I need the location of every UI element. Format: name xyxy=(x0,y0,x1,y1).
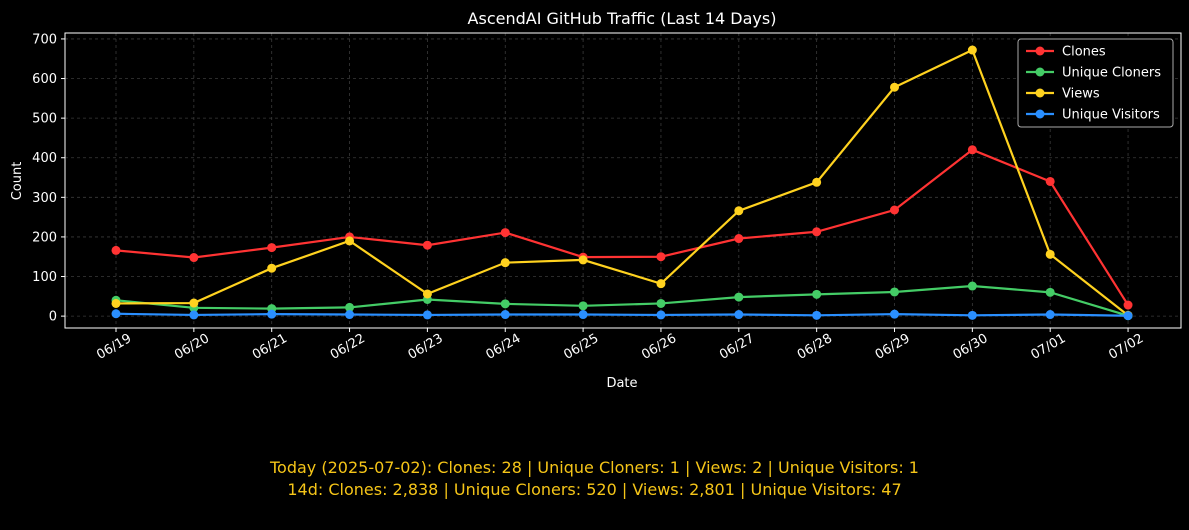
data-point-unique-visitors xyxy=(345,310,355,320)
y-axis-ticks: 0 100 200 300 400 500 600 700 xyxy=(32,32,65,325)
data-point-clones xyxy=(656,252,666,262)
y-tick-label: 0 xyxy=(49,310,57,325)
x-tick-label: 06/26 xyxy=(639,331,679,363)
data-point-unique-visitors xyxy=(734,310,744,320)
data-point-views xyxy=(189,298,199,308)
data-point-clones xyxy=(1045,176,1055,186)
data-point-unique-cloners xyxy=(656,298,666,308)
legend-marker-unique-visitors xyxy=(1035,109,1045,119)
data-point-unique-visitors xyxy=(812,310,822,320)
x-tick-label: 07/02 xyxy=(1106,331,1146,363)
series-views xyxy=(111,45,1133,320)
y-axis-label: Count xyxy=(10,162,25,201)
data-point-clones xyxy=(812,227,822,237)
data-point-views xyxy=(500,258,510,268)
y-tick-label: 300 xyxy=(32,191,57,206)
data-point-views xyxy=(345,236,355,246)
legend-label-unique-visitors: Unique Visitors xyxy=(1062,108,1160,123)
summary-today: Today (2025-07-02): Clones: 28 | Unique … xyxy=(270,458,919,477)
data-point-views xyxy=(422,289,432,299)
y-tick-label: 500 xyxy=(32,112,57,127)
series-line-unique-visitors xyxy=(115,312,1129,317)
data-point-views xyxy=(578,255,588,265)
series-unique-visitors xyxy=(111,309,1133,321)
data-point-unique-visitors xyxy=(890,309,899,319)
data-point-unique-cloners xyxy=(578,301,588,311)
x-tick-label: 06/30 xyxy=(951,331,991,363)
legend-label-clones: Clones xyxy=(1062,45,1106,60)
series-clones xyxy=(111,145,1133,310)
x-tick-label: 06/19 xyxy=(94,331,134,363)
series-line-views xyxy=(115,48,1129,317)
series-unique-cloners xyxy=(111,281,1133,321)
x-axis-label: Date xyxy=(606,376,637,391)
data-point-views xyxy=(967,45,977,55)
data-point-unique-cloners xyxy=(890,287,899,297)
x-tick-label: 06/21 xyxy=(250,331,290,363)
data-point-clones xyxy=(267,243,277,253)
data-point-clones xyxy=(189,253,199,263)
data-point-unique-visitors xyxy=(267,309,277,319)
data-point-unique-visitors xyxy=(1045,310,1055,320)
data-point-views xyxy=(656,279,666,289)
data-point-views xyxy=(812,177,822,187)
y-tick-label: 600 xyxy=(32,72,57,87)
y-tick-label: 400 xyxy=(32,151,57,166)
data-point-clones xyxy=(890,205,899,215)
grid-lines xyxy=(65,33,1181,328)
x-tick-label: 06/20 xyxy=(172,331,212,363)
summary-14d: 14d: Clones: 2,838 | Unique Cloners: 520… xyxy=(287,480,902,499)
legend-label-unique-cloners: Unique Cloners xyxy=(1062,66,1161,81)
legend-box xyxy=(1017,38,1174,128)
y-tick-label: 700 xyxy=(32,32,57,47)
data-point-unique-visitors xyxy=(189,310,199,320)
chart-title: AscendAI GitHub Traffic (Last 14 Days) xyxy=(468,9,777,28)
x-axis-ticks: 06/19 06/20 06/21 06/22 06/23 06/24 06/25 06/26… xyxy=(94,328,1146,363)
y-tick-label: 100 xyxy=(32,270,57,285)
y-tick-label: 200 xyxy=(32,230,57,245)
data-point-views xyxy=(734,206,744,216)
data-point-unique-cloners xyxy=(1045,287,1055,297)
series-lines xyxy=(111,45,1133,321)
x-tick-label: 06/29 xyxy=(873,331,913,363)
data-point-unique-cloners xyxy=(734,292,744,302)
legend-marker-clones xyxy=(1035,46,1045,56)
data-point-unique-visitors xyxy=(500,310,510,320)
data-point-views xyxy=(111,298,121,308)
x-tick-label: 06/24 xyxy=(484,331,524,363)
data-point-views xyxy=(1045,249,1055,259)
series-line-unique-cloners xyxy=(115,284,1129,317)
plot-frame xyxy=(64,32,1182,329)
x-tick-label: 06/25 xyxy=(561,331,601,363)
data-point-clones xyxy=(967,145,977,155)
data-point-views xyxy=(267,263,277,273)
data-point-unique-visitors xyxy=(111,309,121,319)
data-point-clones xyxy=(422,240,432,250)
x-tick-label: 06/22 xyxy=(328,331,368,363)
x-tick-label: 07/01 xyxy=(1028,331,1068,363)
data-point-unique-cloners xyxy=(812,289,822,299)
legend-marker-views xyxy=(1035,88,1045,98)
data-point-unique-visitors xyxy=(656,310,666,320)
legend-marker-unique-cloners xyxy=(1035,67,1045,77)
data-point-clones xyxy=(111,245,121,255)
data-point-unique-visitors xyxy=(967,310,977,320)
legend: Clones Unique Cloners Views Unique Visitors xyxy=(1017,38,1174,128)
x-tick-label: 06/28 xyxy=(795,331,835,363)
data-point-unique-cloners xyxy=(345,302,355,312)
legend-label-views: Views xyxy=(1062,87,1100,102)
data-point-clones xyxy=(500,228,510,238)
data-point-unique-cloners xyxy=(967,281,977,291)
data-point-unique-cloners xyxy=(500,299,510,309)
x-tick-label: 06/23 xyxy=(406,331,446,363)
data-point-views xyxy=(890,82,899,92)
data-point-unique-visitors xyxy=(422,310,432,320)
data-point-unique-visitors xyxy=(1123,311,1133,321)
series-line-clones xyxy=(115,148,1129,306)
data-point-clones xyxy=(734,234,744,244)
data-point-unique-visitors xyxy=(578,310,588,320)
data-point-clones xyxy=(1123,300,1133,310)
x-tick-label: 06/27 xyxy=(717,331,757,363)
